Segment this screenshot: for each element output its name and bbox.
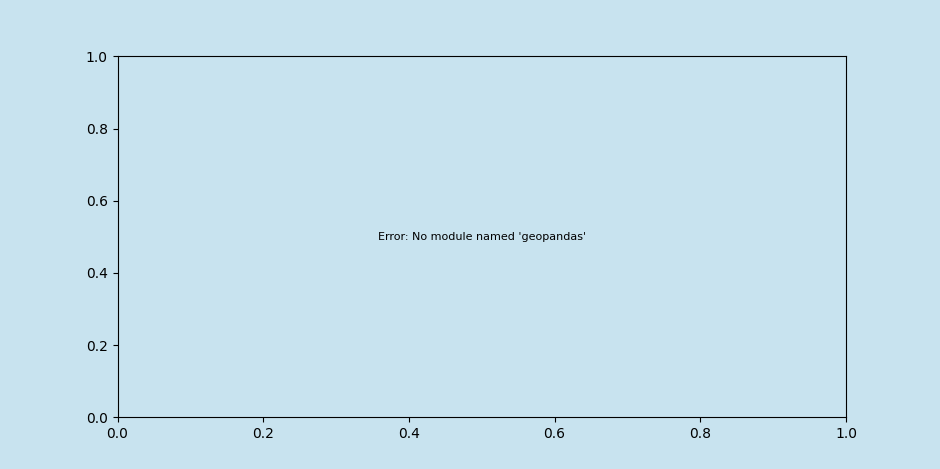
Text: Error: No module named 'geopandas': Error: No module named 'geopandas' (378, 232, 586, 242)
